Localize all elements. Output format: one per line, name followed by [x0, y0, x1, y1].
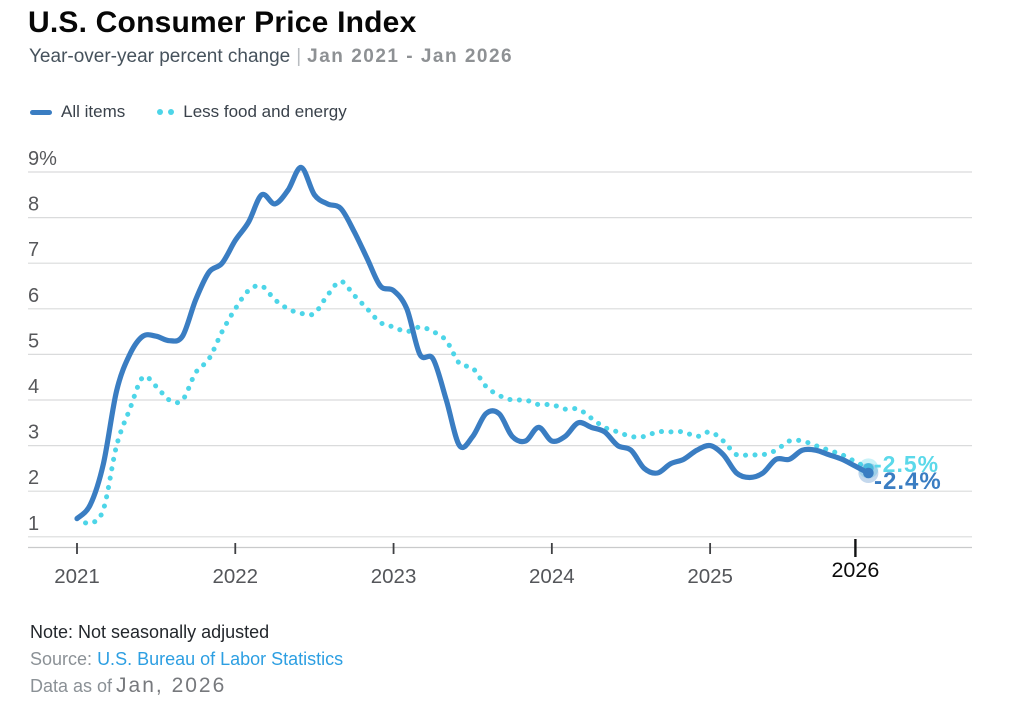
data-as-of-label: Data as of — [30, 676, 113, 696]
all-items-line-swatch-icon — [30, 109, 52, 115]
end-dot — [863, 467, 874, 479]
page-title: U.S. Consumer Price Index — [28, 6, 417, 39]
legend-label-less-food-energy: Less food and energy — [183, 102, 347, 121]
svg-text:2: 2 — [28, 467, 39, 489]
svg-text:2026: 2026 — [831, 558, 879, 582]
data-as-of-value: Jan, 2026 — [116, 674, 227, 697]
svg-text:2023: 2023 — [371, 565, 417, 588]
legend-item-less-food-energy: Less food and energy — [157, 102, 347, 122]
source-label: Source: — [30, 649, 93, 669]
legend-label-all-items: All items — [61, 102, 126, 121]
end-value-label-all-items: -2.4% — [874, 467, 942, 495]
data-as-of-line: Data as of Jan, 2026 — [30, 674, 226, 698]
subtitle-date-range: Jan 2021 - Jan 2026 — [307, 46, 514, 67]
svg-text:2025: 2025 — [687, 565, 733, 588]
chart-legend: All items Less food and energy — [30, 102, 347, 122]
svg-text:7: 7 — [28, 239, 39, 261]
source-link[interactable]: U.S. Bureau of Labor Statistics — [97, 649, 344, 669]
source-line: Source: U.S. Bureau of Labor Statistics — [30, 649, 343, 670]
svg-text:2022: 2022 — [212, 565, 258, 588]
svg-text:2021: 2021 — [54, 565, 100, 588]
end-value-label-less-food-energy: -2.5% — [874, 451, 940, 478]
svg-text:6: 6 — [28, 285, 39, 307]
dotted-line-swatch-icon — [157, 109, 175, 115]
svg-text:5: 5 — [28, 330, 39, 352]
footnote: Note: Not seasonally adjusted — [30, 622, 270, 642]
legend-item-all-items: All items — [30, 102, 125, 122]
svg-text:8: 8 — [28, 194, 39, 216]
chart-subtitle: Year-over-year percent change | Jan 2021 -… — [29, 46, 513, 68]
svg-text:1: 1 — [28, 513, 39, 535]
series-line-all-items — [74, 164, 871, 522]
svg-text:9%: 9% — [28, 148, 57, 170]
gridlines: 9% 8 7 6 5 4 3 2 1 — [28, 148, 972, 538]
svg-text:2024: 2024 — [529, 565, 575, 588]
subtitle-text: Year-over-year percent change — [29, 46, 291, 67]
x-axis: 2021 2022 2023 2024 2025 2026 — [28, 539, 972, 588]
svg-text:3: 3 — [28, 422, 39, 444]
subtitle-separator: | — [296, 46, 302, 67]
svg-text:4: 4 — [28, 376, 39, 398]
series-line-less-food-and-energy — [74, 278, 871, 526]
